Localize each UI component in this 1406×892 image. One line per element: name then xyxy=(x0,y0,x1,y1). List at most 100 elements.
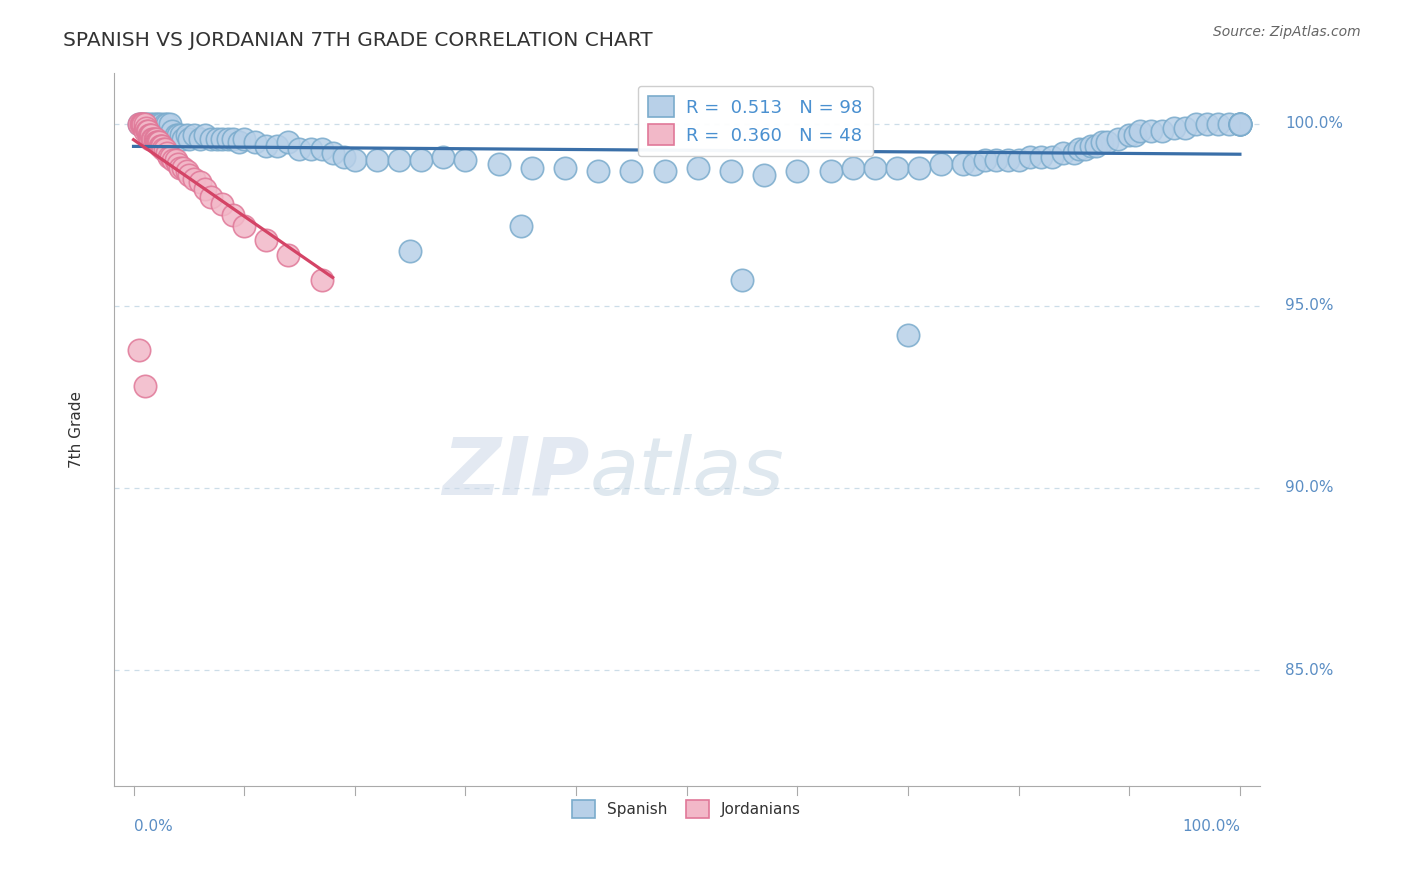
Point xyxy=(145,135,167,149)
Point xyxy=(135,120,157,135)
Point xyxy=(820,164,842,178)
Point xyxy=(146,117,169,131)
Point xyxy=(841,161,863,175)
Point xyxy=(172,131,194,145)
Text: 90.0%: 90.0% xyxy=(1285,481,1333,495)
Point xyxy=(1140,124,1163,138)
Point xyxy=(152,143,174,157)
Point xyxy=(136,124,159,138)
Point xyxy=(1040,150,1063,164)
Point xyxy=(288,143,311,157)
Point xyxy=(1195,117,1218,131)
Point xyxy=(134,117,156,131)
Point xyxy=(520,161,543,175)
Text: 85.0%: 85.0% xyxy=(1285,663,1333,678)
Point xyxy=(509,219,531,233)
Point xyxy=(1074,143,1097,157)
Point xyxy=(986,153,1008,168)
Point xyxy=(454,153,477,168)
Point xyxy=(897,328,920,343)
Point xyxy=(1229,117,1251,131)
Text: ZIP: ZIP xyxy=(441,434,589,511)
Point xyxy=(166,128,188,142)
Point xyxy=(411,153,433,168)
Point xyxy=(150,138,173,153)
Point xyxy=(200,190,222,204)
Point xyxy=(1091,135,1114,149)
Point xyxy=(169,161,191,175)
Point xyxy=(311,143,333,157)
Point xyxy=(277,248,299,262)
Point xyxy=(1085,138,1108,153)
Point xyxy=(245,135,267,149)
Point xyxy=(222,208,245,222)
Point xyxy=(134,379,156,393)
Point xyxy=(142,117,165,131)
Text: atlas: atlas xyxy=(589,434,785,511)
Point xyxy=(134,124,156,138)
Point xyxy=(254,234,277,248)
Point xyxy=(217,131,239,145)
Point xyxy=(222,131,245,145)
Point xyxy=(654,164,676,178)
Point xyxy=(620,164,643,178)
Point xyxy=(165,153,187,168)
Point xyxy=(176,164,198,178)
Point xyxy=(142,131,165,145)
Point xyxy=(153,117,176,131)
Point xyxy=(157,150,180,164)
Point xyxy=(388,153,411,168)
Point xyxy=(233,131,256,145)
Point xyxy=(135,117,157,131)
Text: 0.0%: 0.0% xyxy=(134,819,173,834)
Point xyxy=(128,117,150,131)
Point xyxy=(1129,124,1152,138)
Point xyxy=(366,153,388,168)
Point xyxy=(228,135,250,149)
Point xyxy=(586,164,609,178)
Point xyxy=(159,117,181,131)
Point xyxy=(233,219,256,233)
Point xyxy=(172,161,194,175)
Point xyxy=(277,135,299,149)
Point xyxy=(150,138,173,153)
Point xyxy=(786,164,808,178)
Point xyxy=(188,131,211,145)
Point xyxy=(432,150,454,164)
Point xyxy=(141,128,163,142)
Text: 100.0%: 100.0% xyxy=(1285,117,1343,131)
Point xyxy=(299,143,322,157)
Point xyxy=(1080,138,1102,153)
Point xyxy=(141,131,163,145)
Point xyxy=(176,128,198,142)
Point xyxy=(332,150,354,164)
Point xyxy=(488,157,510,171)
Point xyxy=(194,128,217,142)
Point xyxy=(156,117,179,131)
Point xyxy=(1029,150,1052,164)
Text: 100.0%: 100.0% xyxy=(1182,819,1240,834)
Point xyxy=(162,153,184,168)
Point xyxy=(139,117,162,131)
Point xyxy=(254,138,277,153)
Point xyxy=(183,171,205,186)
Point xyxy=(997,153,1019,168)
Point xyxy=(1069,143,1091,157)
Point xyxy=(200,131,222,145)
Point xyxy=(150,117,173,131)
Point xyxy=(322,146,344,161)
Point xyxy=(731,273,754,287)
Point xyxy=(1229,117,1251,131)
Point xyxy=(170,128,193,142)
Legend: Spanish, Jordanians: Spanish, Jordanians xyxy=(565,792,808,825)
Point xyxy=(128,117,150,131)
Point xyxy=(952,157,974,171)
Point xyxy=(908,161,931,175)
Point xyxy=(145,117,167,131)
Point xyxy=(1007,153,1029,168)
Point xyxy=(165,128,187,142)
Point xyxy=(146,135,169,149)
Point xyxy=(863,161,886,175)
Point xyxy=(177,168,200,182)
Point xyxy=(183,128,205,142)
